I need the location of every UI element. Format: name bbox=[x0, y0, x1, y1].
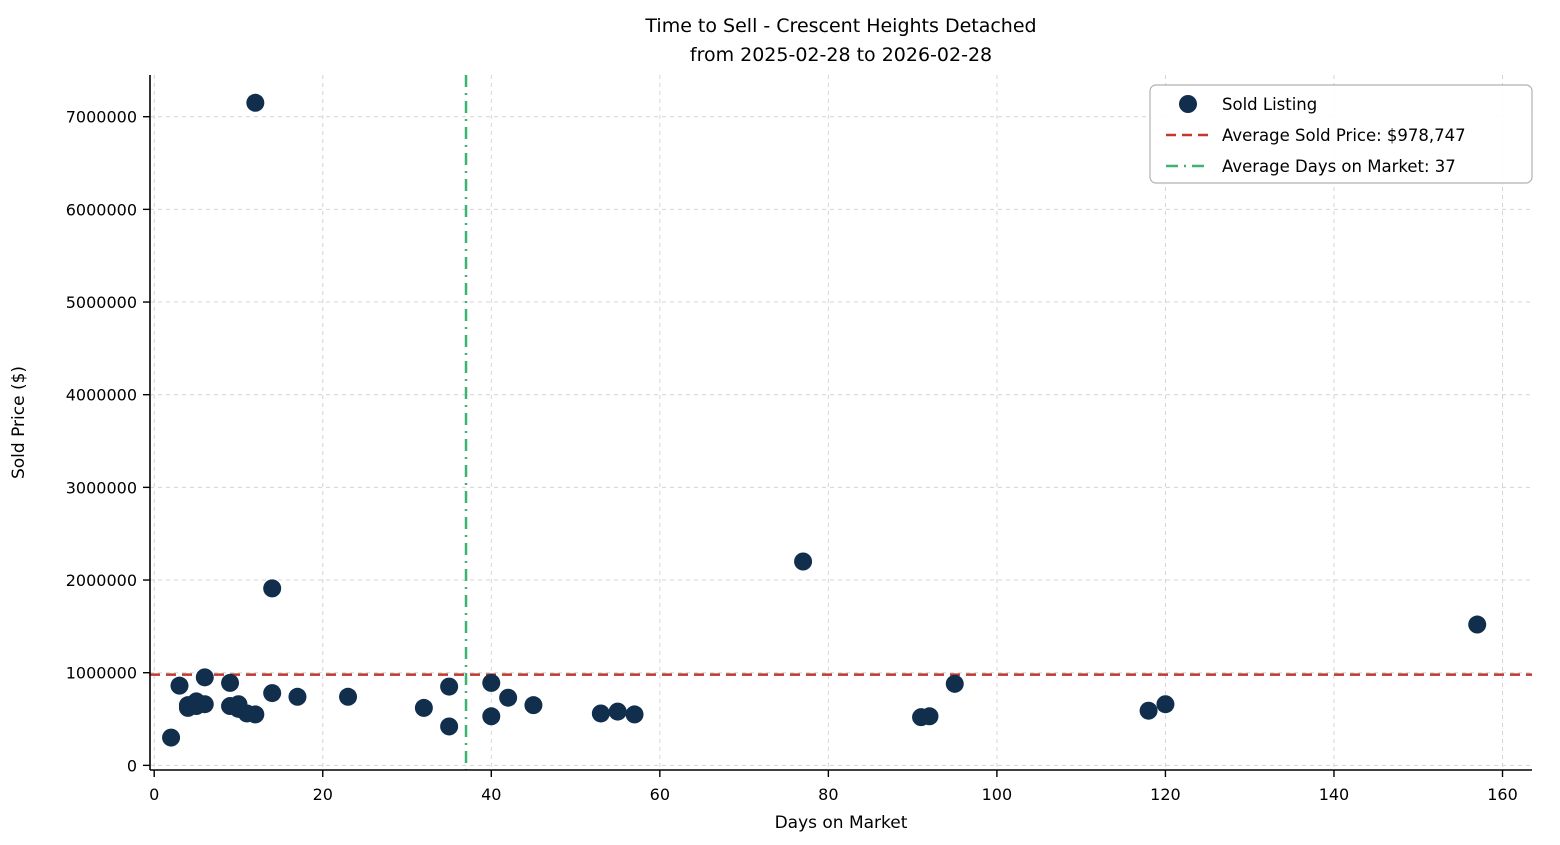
scatter-point bbox=[608, 702, 627, 721]
legend-label: Sold Listing bbox=[1222, 95, 1317, 114]
scatter-point bbox=[263, 579, 282, 598]
scatter-point bbox=[288, 687, 307, 706]
legend-marker bbox=[1179, 95, 1197, 113]
x-tick-label: 80 bbox=[818, 785, 838, 804]
scatter-point bbox=[339, 687, 358, 706]
legend-label: Average Days on Market: 37 bbox=[1222, 157, 1456, 176]
scatter-point bbox=[482, 673, 501, 692]
scatter-point bbox=[414, 698, 433, 717]
x-tick-label: 120 bbox=[1150, 785, 1181, 804]
scatter-point bbox=[440, 677, 459, 696]
scatter-point bbox=[591, 704, 610, 723]
scatter-point bbox=[195, 668, 214, 687]
scatter-point bbox=[945, 674, 964, 693]
y-tick-label: 7000000 bbox=[66, 108, 137, 127]
scatter-point bbox=[920, 707, 939, 726]
scatter-point bbox=[1468, 615, 1487, 634]
legend-box bbox=[1149, 84, 1533, 184]
y-tick-label: 5000000 bbox=[66, 293, 137, 312]
x-tick-label: 40 bbox=[481, 785, 501, 804]
x-axis-label: Days on Market bbox=[775, 813, 908, 833]
x-tick-label: 60 bbox=[650, 785, 670, 804]
x-tick-label: 160 bbox=[1487, 785, 1518, 804]
scatter-point bbox=[482, 707, 501, 726]
scatter-point bbox=[221, 673, 240, 692]
scatter-point bbox=[170, 676, 189, 695]
y-tick-label: 6000000 bbox=[66, 200, 137, 219]
scatter-point bbox=[1156, 695, 1175, 714]
scatter-point bbox=[263, 684, 282, 703]
x-tick-label: 140 bbox=[1319, 785, 1350, 804]
scatter-point bbox=[246, 93, 265, 112]
scatter-point bbox=[440, 717, 459, 736]
scatter-point bbox=[499, 688, 518, 707]
y-tick-label: 1000000 bbox=[66, 664, 137, 683]
scatter-point bbox=[794, 552, 813, 571]
scatter-point bbox=[524, 696, 543, 715]
y-tick-label: 2000000 bbox=[66, 571, 137, 590]
scatter-point bbox=[625, 705, 644, 724]
y-tick-label: 0 bbox=[127, 756, 137, 775]
y-axis-label: Sold Price ($) bbox=[9, 366, 29, 479]
legend-label: Average Sold Price: $978,747 bbox=[1222, 126, 1466, 145]
scatter-point bbox=[246, 705, 265, 724]
y-tick-label: 3000000 bbox=[66, 478, 137, 497]
x-tick-label: 20 bbox=[313, 785, 333, 804]
scatter-point bbox=[195, 695, 214, 714]
legend: Sold Listing Average Sold Price: $978,747… bbox=[1149, 84, 1533, 184]
x-tick-label: 100 bbox=[982, 785, 1013, 804]
y-tick-label: 4000000 bbox=[66, 386, 137, 405]
x-tick-label: 0 bbox=[149, 785, 159, 804]
scatter-point bbox=[1139, 701, 1158, 720]
scatter-point bbox=[162, 728, 181, 747]
